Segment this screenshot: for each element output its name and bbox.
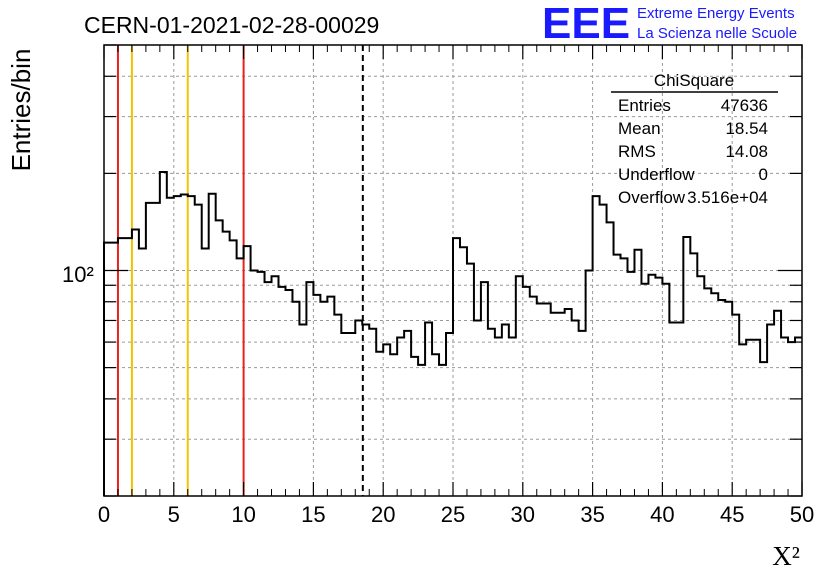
chart-title: CERN-01-2021-02-28-00029 [84, 12, 379, 38]
stats-label-mean: Mean [618, 119, 661, 138]
stats-label-overflow: Overflow [618, 188, 686, 207]
stats-label-underflow: Underflow [618, 165, 695, 184]
stats-value-mean: 18.54 [725, 119, 768, 138]
stats-box: ChiSquare Entries 47636 Mean 18.54 RMS 1… [611, 71, 778, 207]
axis-ticks [103, 44, 803, 497]
stats-value-rms: 14.08 [725, 142, 768, 161]
stats-value-overflow: 3.516e+04 [687, 188, 768, 207]
y-tick-label-100: 10² [62, 262, 94, 287]
reference-lines [116, 45, 364, 496]
x-tick-label: 5 [168, 502, 180, 527]
logo-line-1: Extreme Energy Events [637, 5, 795, 22]
x-tick-label: 15 [301, 502, 325, 527]
logo-line-2: La Scienza nelle Scuole [637, 25, 797, 42]
x-tick-label: 10 [231, 502, 255, 527]
stats-label-entries: Entries [618, 96, 671, 115]
x-axis-label: X² [772, 541, 800, 571]
x-tick-labels: 0 5 10 15 20 25 30 35 40 45 50 [98, 502, 814, 527]
stats-value-underflow: 0 [759, 165, 768, 184]
eee-logo: EEE [542, 0, 630, 48]
x-tick-label: 0 [98, 502, 110, 527]
y-axis-label: Entries/bin [6, 49, 36, 172]
x-tick-label: 45 [720, 502, 744, 527]
x-tick-label: 40 [650, 502, 674, 527]
x-tick-label: 25 [441, 502, 465, 527]
x-tick-label: 20 [371, 502, 395, 527]
x-tick-label: 35 [580, 502, 604, 527]
x-tick-label: 30 [511, 502, 535, 527]
stats-label-rms: RMS [618, 142, 656, 161]
histogram-series [103, 170, 802, 496]
stats-title: ChiSquare [654, 71, 734, 90]
x-tick-label: 50 [790, 502, 814, 527]
stats-value-entries: 47636 [721, 96, 768, 115]
